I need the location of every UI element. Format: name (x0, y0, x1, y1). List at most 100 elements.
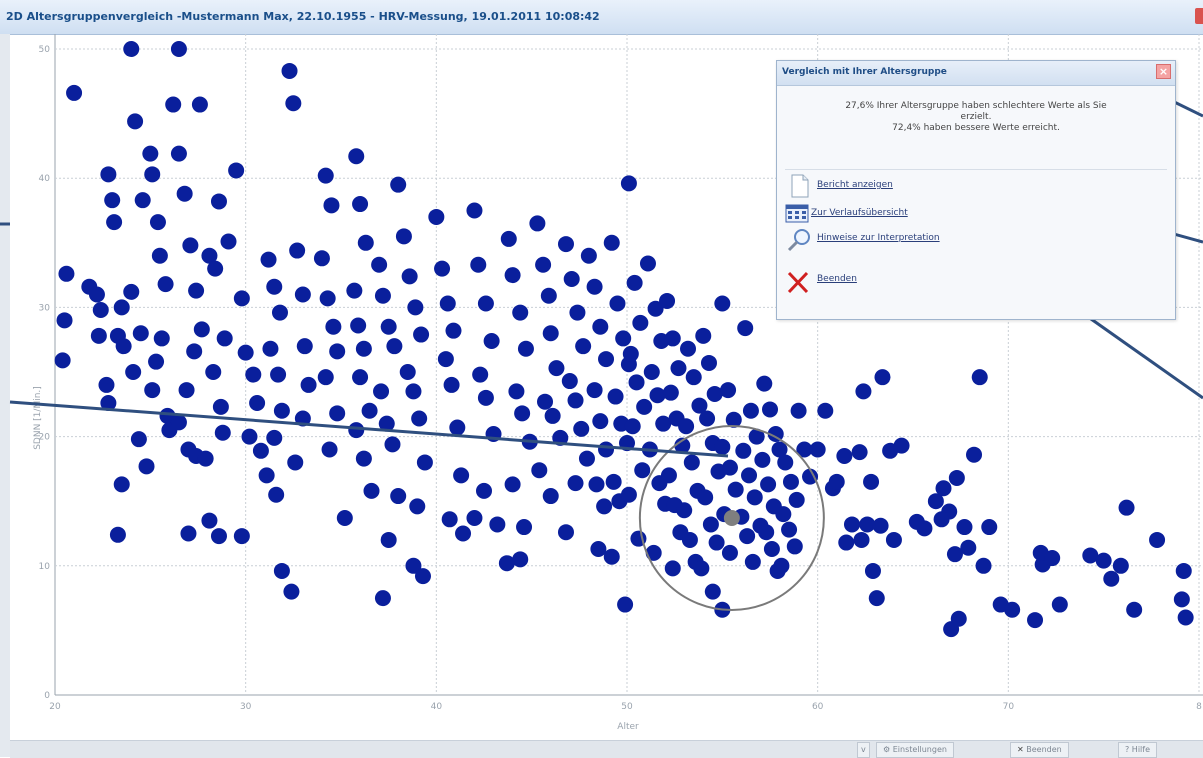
x-axis-label: Alter (617, 722, 639, 732)
data-point (838, 534, 855, 551)
data-point (592, 413, 609, 430)
data-point (98, 376, 115, 393)
y-tick-label: 0 (44, 691, 50, 701)
data-point (664, 560, 681, 577)
data-point (697, 489, 714, 506)
data-point (197, 450, 214, 467)
data-point (56, 312, 73, 329)
action-link[interactable]: Zur Verlaufsübersicht (811, 208, 908, 218)
data-point (182, 237, 199, 254)
data-point (439, 295, 456, 312)
help-label: Hilfe (1131, 745, 1150, 754)
data-point (802, 468, 819, 485)
popup-separator (785, 169, 1167, 170)
data-point (662, 384, 679, 401)
data-point (178, 382, 195, 399)
window-close-button[interactable] (1195, 8, 1203, 24)
data-point (445, 322, 462, 339)
data-point (531, 462, 548, 479)
data-point (626, 274, 643, 291)
data-point (1126, 601, 1143, 618)
data-point (790, 402, 807, 419)
action-link[interactable]: Hinweise zur Interpretation (817, 233, 940, 243)
data-point (529, 215, 546, 232)
data-point (395, 228, 412, 245)
data-point (537, 393, 554, 410)
help-button[interactable]: ? Hilfe (1118, 742, 1157, 758)
data-point (1118, 499, 1135, 516)
data-point (706, 385, 723, 402)
data-point (214, 424, 231, 441)
data-point (92, 301, 109, 318)
quit-button[interactable]: ✕ Beenden (1010, 742, 1069, 758)
data-point (588, 476, 605, 493)
data-point (592, 318, 609, 335)
data-point (598, 351, 615, 368)
data-point (289, 242, 306, 259)
data-point (632, 314, 649, 331)
data-point (220, 233, 237, 250)
data-point (863, 473, 880, 490)
data-point (624, 418, 641, 435)
data-point (355, 340, 372, 357)
window-titlebar: 2D Altersgruppenvergleich -Mustermann Ma… (0, 0, 1203, 35)
data-point (170, 41, 187, 57)
y-tick-label: 50 (39, 45, 51, 55)
action-link[interactable]: Bericht anzeigen (817, 180, 893, 190)
data-point (741, 467, 758, 484)
data-point (704, 583, 721, 600)
toggle-button[interactable]: v (857, 742, 870, 758)
data-point (512, 304, 529, 321)
data-point (727, 481, 744, 498)
data-point (777, 454, 794, 471)
data-point (548, 360, 565, 377)
action-hinweise[interactable]: Hinweise zur Interpretation (785, 226, 1045, 252)
data-point (609, 295, 626, 312)
data-point (233, 528, 250, 545)
settings-button[interactable]: ⚙ Einstellungen (876, 742, 954, 758)
data-point (817, 402, 834, 419)
data-point (100, 166, 117, 183)
data-point (228, 162, 245, 179)
action-bericht-anzeigen[interactable]: Bericht anzeigen (785, 173, 1045, 199)
data-point (127, 113, 144, 130)
data-point (210, 528, 227, 545)
data-point (407, 299, 424, 316)
data-point (966, 446, 983, 463)
data-point (149, 214, 166, 231)
data-point (283, 583, 300, 600)
data-point (346, 282, 363, 299)
data-point (647, 300, 664, 317)
window-title: 2D Altersgruppenvergleich -Mustermann Ma… (6, 10, 600, 23)
data-point (760, 476, 777, 493)
data-point (851, 444, 868, 461)
data-point (721, 544, 738, 561)
action-verlaufsuebersicht[interactable]: Zur Verlaufsübersicht (785, 201, 1045, 227)
data-point (201, 512, 218, 529)
data-point (756, 375, 773, 392)
popup-close-button[interactable]: × (1156, 64, 1171, 79)
data-point (384, 436, 401, 453)
data-point (721, 459, 738, 476)
data-point (514, 405, 531, 422)
data-point (258, 467, 275, 484)
data-point (975, 557, 992, 574)
data-point (676, 502, 693, 519)
data-point (130, 431, 147, 448)
action-link[interactable]: Beenden (817, 274, 857, 284)
data-point (483, 332, 500, 349)
data-point (590, 541, 607, 558)
data-point (273, 562, 290, 579)
data-point (476, 482, 492, 499)
data-point (405, 557, 422, 574)
data-point (567, 475, 584, 492)
y-tick-label: 30 (39, 303, 51, 313)
data-point (742, 402, 759, 419)
data-point (266, 429, 283, 446)
x-tick-label: 50 (621, 702, 633, 712)
data-point (437, 351, 454, 368)
y-tick-label: 10 (39, 562, 51, 572)
action-beenden[interactable]: Beenden (785, 270, 1045, 296)
data-point (971, 369, 988, 386)
data-point (746, 489, 763, 506)
